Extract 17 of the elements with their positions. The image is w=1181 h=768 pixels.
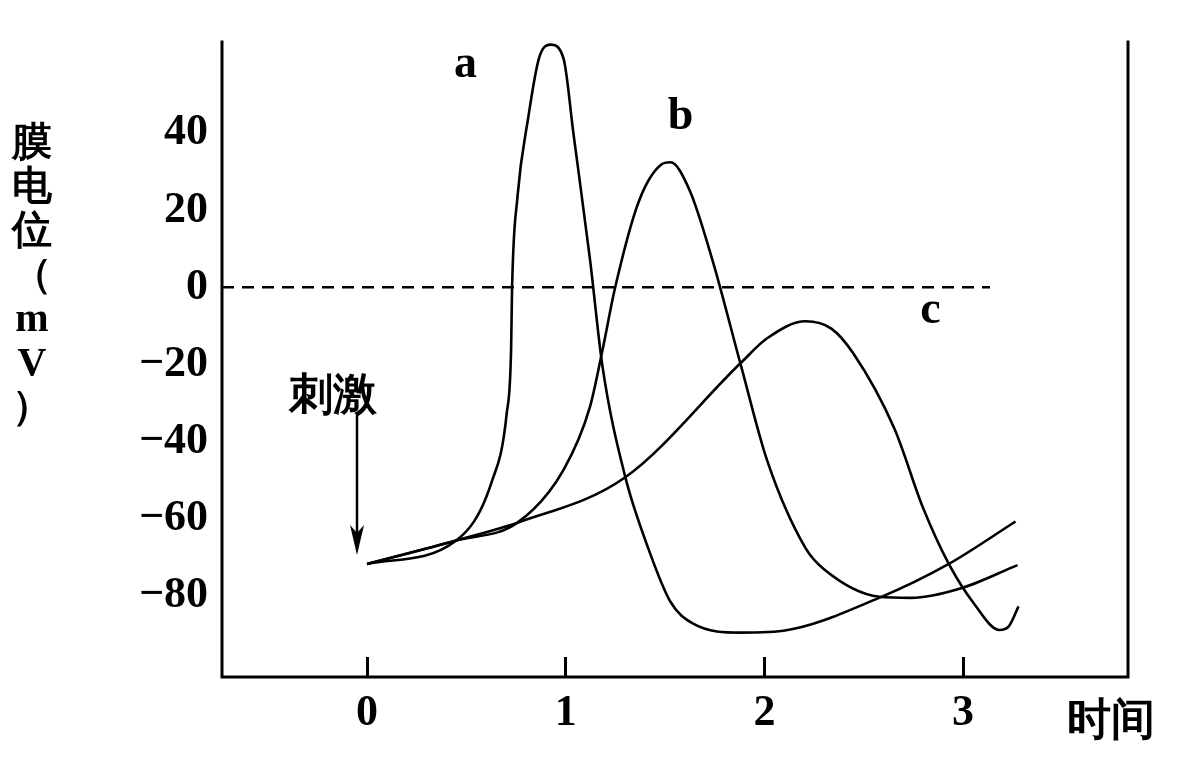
x-tick-label: 2 — [753, 685, 776, 735]
y-tick-label: 40 — [164, 105, 208, 155]
series-label: a — [454, 35, 478, 87]
x-axis-title: 时间 — [1067, 694, 1155, 746]
y-tick-label: −20 — [138, 336, 208, 386]
y-tick-label: −40 — [138, 414, 208, 464]
series-label: c — [920, 282, 941, 334]
x-tick-label: 3 — [952, 685, 975, 735]
y-tick-label: −80 — [138, 568, 208, 618]
y-axis-title: 膜电位（mV） — [10, 119, 53, 428]
y-tick-label: −60 — [138, 491, 208, 541]
x-tick-label: 0 — [356, 685, 379, 735]
series-label: b — [667, 88, 694, 140]
annotation: 刺激 — [289, 369, 377, 422]
x-tick-label: 1 — [554, 685, 577, 735]
y-tick-label: 0 — [186, 259, 208, 309]
y-tick-label: 20 — [164, 182, 208, 232]
